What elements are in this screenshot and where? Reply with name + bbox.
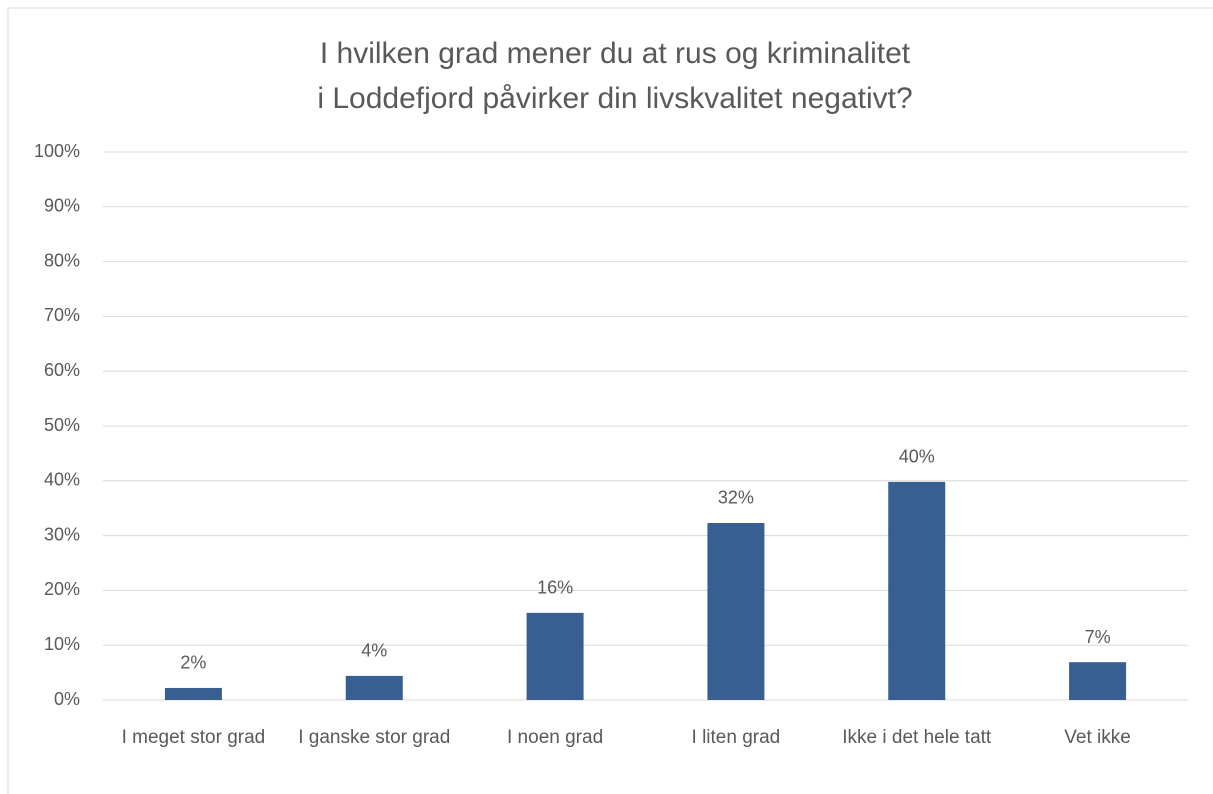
y-tick-label: 100%: [34, 141, 80, 161]
y-tick-label: 10%: [44, 634, 80, 654]
x-tick-label: Ikke i det hele tatt: [842, 727, 992, 748]
data-label: 40%: [899, 447, 935, 467]
y-tick-label: 20%: [44, 579, 80, 599]
y-tick-label: 40%: [44, 470, 80, 490]
y-tick-label: 60%: [44, 360, 80, 380]
bar: [888, 481, 946, 700]
bar: [345, 675, 403, 700]
x-tick-label: I liten grad: [691, 727, 781, 748]
y-tick-label: 90%: [44, 196, 80, 216]
chart-frame: [7, 7, 1213, 794]
data-label: 4%: [361, 641, 387, 661]
y-tick-label: 80%: [44, 250, 80, 270]
y-tick-label: 70%: [44, 305, 80, 325]
y-tick-label: 0%: [54, 689, 80, 709]
x-tick-label: I ganske stor grad: [298, 727, 451, 748]
data-label: 2%: [180, 653, 206, 673]
y-tick-label: 30%: [44, 524, 80, 544]
y-tick-label: 50%: [44, 415, 80, 435]
data-label: 32%: [718, 488, 754, 508]
bar: [1069, 662, 1127, 700]
x-tick-label: I meget stor grad: [121, 727, 266, 748]
bar: [164, 687, 222, 700]
x-tick-label: I noen grad: [507, 727, 604, 748]
data-label: 16%: [537, 578, 573, 598]
chart-title: I hvilken grad mener du at rus og krimin…: [317, 37, 912, 115]
bar: [707, 522, 765, 700]
data-label: 7%: [1085, 627, 1111, 647]
x-tick-label: Vet ikke: [1064, 727, 1131, 748]
bar: [526, 612, 584, 700]
